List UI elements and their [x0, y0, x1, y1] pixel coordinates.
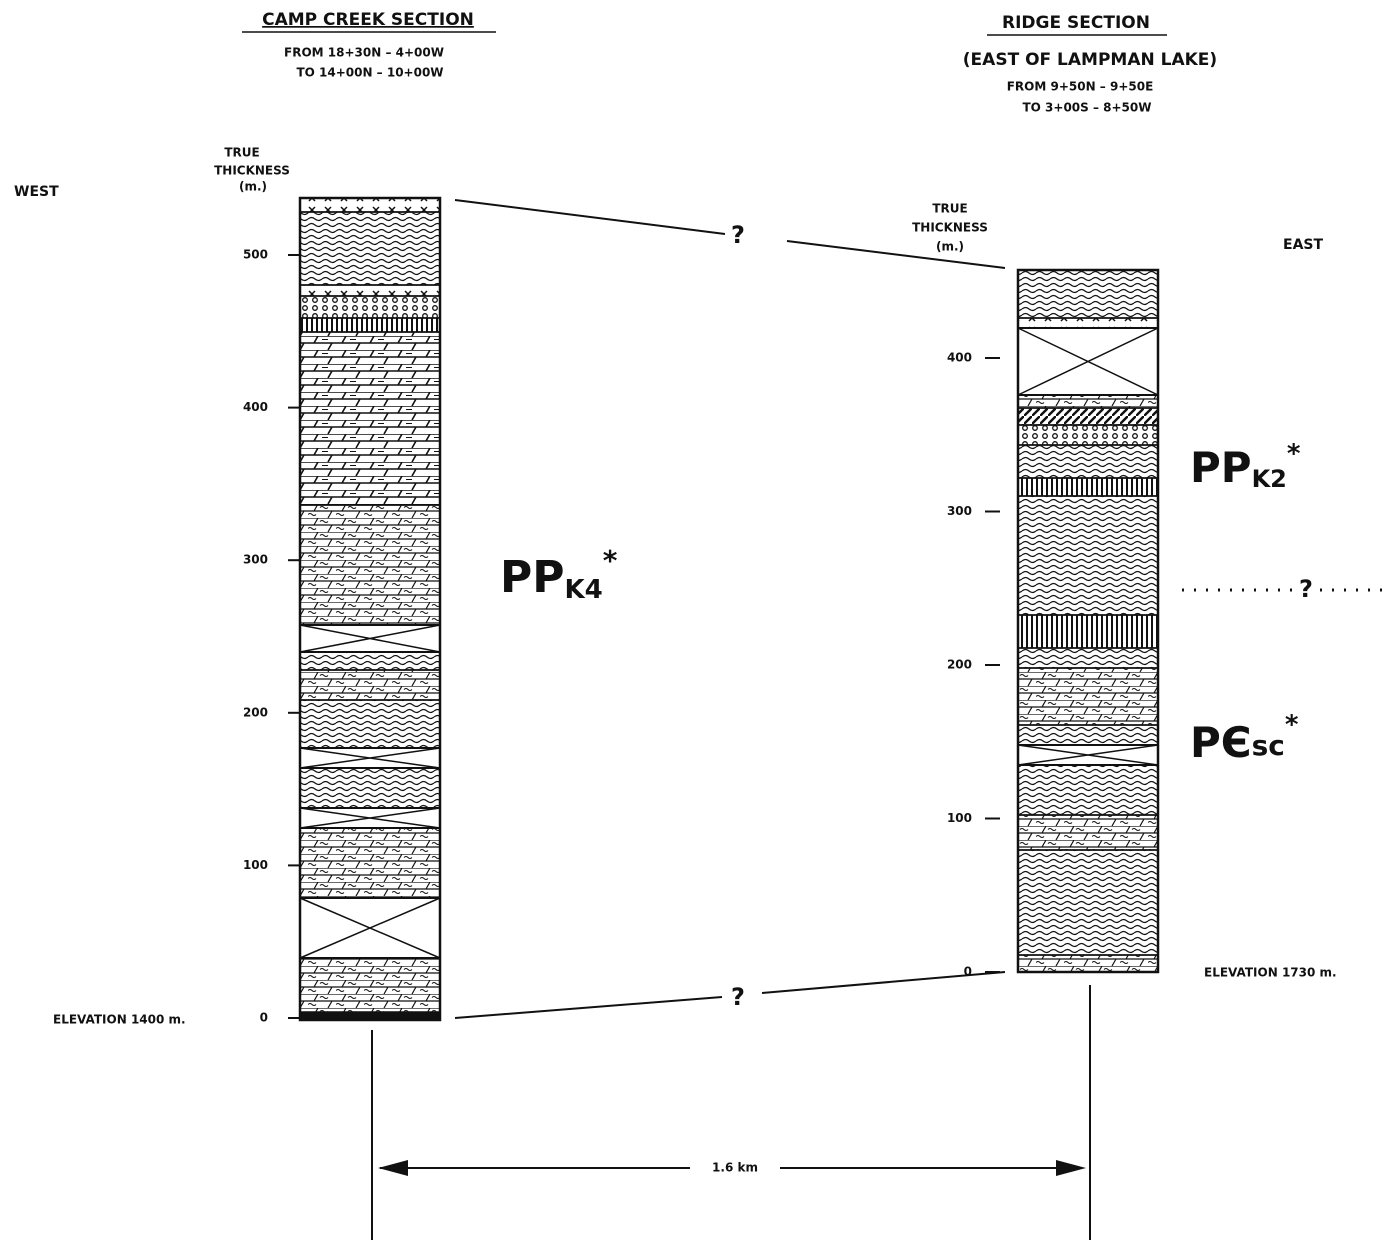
unit-sub: K2 — [1252, 465, 1287, 493]
tick-label: 400 — [947, 351, 972, 365]
unit-mark: * — [1285, 710, 1299, 740]
layer — [300, 198, 440, 212]
unit-label: PPK2* — [1190, 439, 1301, 494]
location: FROM 9+50N – 9+50E — [1007, 80, 1154, 94]
layer — [1018, 765, 1158, 815]
layer — [1018, 955, 1158, 972]
layer — [300, 296, 440, 318]
section-subtitle: (EAST OF LAMPMAN LAKE) — [963, 50, 1217, 70]
section-title: CAMP CREEK SECTION — [262, 10, 474, 30]
layer — [1018, 395, 1158, 408]
layer — [300, 958, 440, 1012]
section-title: RIDGE SECTION — [1002, 13, 1150, 33]
layer — [1018, 668, 1158, 725]
layer — [300, 318, 440, 332]
location: TO 14+00N – 10+00W — [296, 66, 443, 80]
layer — [1018, 408, 1158, 425]
layer — [1018, 478, 1158, 496]
tick-label: 100 — [947, 811, 972, 825]
axis-label: TRUE — [932, 202, 967, 216]
location: FROM 18+30N – 4+00W — [284, 46, 444, 60]
side-label: WEST — [14, 184, 59, 200]
layer — [300, 285, 440, 296]
query: ? — [731, 983, 745, 1011]
distance-line — [372, 985, 1090, 1240]
unit-mark: * — [1287, 439, 1301, 469]
tick-label: 200 — [947, 658, 972, 672]
tick-label: 500 — [243, 248, 268, 262]
query: ? — [1299, 575, 1313, 603]
unit-sub: sc — [1252, 729, 1285, 762]
tick-label: 300 — [947, 504, 972, 518]
tick-label: 200 — [243, 705, 268, 719]
layer — [1018, 496, 1158, 615]
columns — [300, 198, 1158, 1020]
tick-label: 400 — [243, 400, 268, 414]
tick-label: 300 — [243, 553, 268, 567]
tick-label: 0 — [964, 965, 972, 979]
axis-label: (m.) — [239, 180, 267, 194]
unit-label: PPK4* — [500, 544, 618, 605]
distance-label: 1.6 km — [712, 1161, 758, 1175]
unit-label: PЄsc* — [1190, 710, 1299, 767]
unit-main: PP — [1190, 443, 1252, 492]
axis-label: THICKNESS — [912, 221, 988, 235]
layer — [300, 332, 440, 505]
layer — [300, 212, 440, 285]
tick-label: 0 — [260, 1011, 268, 1025]
correlation-line — [455, 200, 1005, 1018]
layer — [300, 670, 440, 700]
layer — [1018, 318, 1158, 328]
layer — [300, 505, 440, 625]
axis-label: (m.) — [936, 240, 964, 254]
layer — [1018, 648, 1158, 668]
location: TO 3+00S – 8+50W — [1022, 101, 1151, 115]
layer — [300, 768, 440, 808]
elevation: ELEVATION 1400 m. — [53, 1013, 186, 1027]
diagram: CAMP CREEK SECTION FROM 18+30N – 4+00W T… — [0, 0, 1385, 1240]
unit-main: PP — [500, 552, 565, 603]
layer — [1018, 815, 1158, 850]
elevation: ELEVATION 1730 m. — [1204, 966, 1337, 980]
layer — [1018, 850, 1158, 955]
layer — [300, 700, 440, 748]
unit-mark: * — [603, 544, 618, 577]
unit-main: PЄ — [1190, 718, 1252, 767]
layer — [1018, 270, 1158, 318]
axis-label: TRUE — [224, 146, 259, 160]
query: ? — [731, 221, 745, 249]
unit-sub: K4 — [565, 575, 603, 605]
layer — [1018, 425, 1158, 445]
layer — [300, 828, 440, 898]
layer — [1018, 445, 1158, 478]
tick-label: 100 — [243, 858, 268, 872]
layer — [1018, 725, 1158, 745]
layer — [300, 652, 440, 670]
axis-label: THICKNESS — [214, 164, 290, 178]
side-label: EAST — [1283, 237, 1323, 253]
layer — [1018, 615, 1158, 648]
